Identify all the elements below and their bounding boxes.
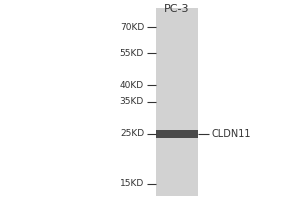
Text: 35KD: 35KD xyxy=(120,98,144,106)
Bar xyxy=(156,8,198,196)
Text: 15KD: 15KD xyxy=(120,180,144,188)
Text: 40KD: 40KD xyxy=(120,81,144,90)
Text: 70KD: 70KD xyxy=(120,22,144,31)
Text: CLDN11: CLDN11 xyxy=(212,129,251,139)
Text: PC-3: PC-3 xyxy=(164,4,190,14)
Bar xyxy=(156,130,198,138)
Text: 55KD: 55KD xyxy=(120,48,144,58)
Text: 25KD: 25KD xyxy=(120,130,144,138)
